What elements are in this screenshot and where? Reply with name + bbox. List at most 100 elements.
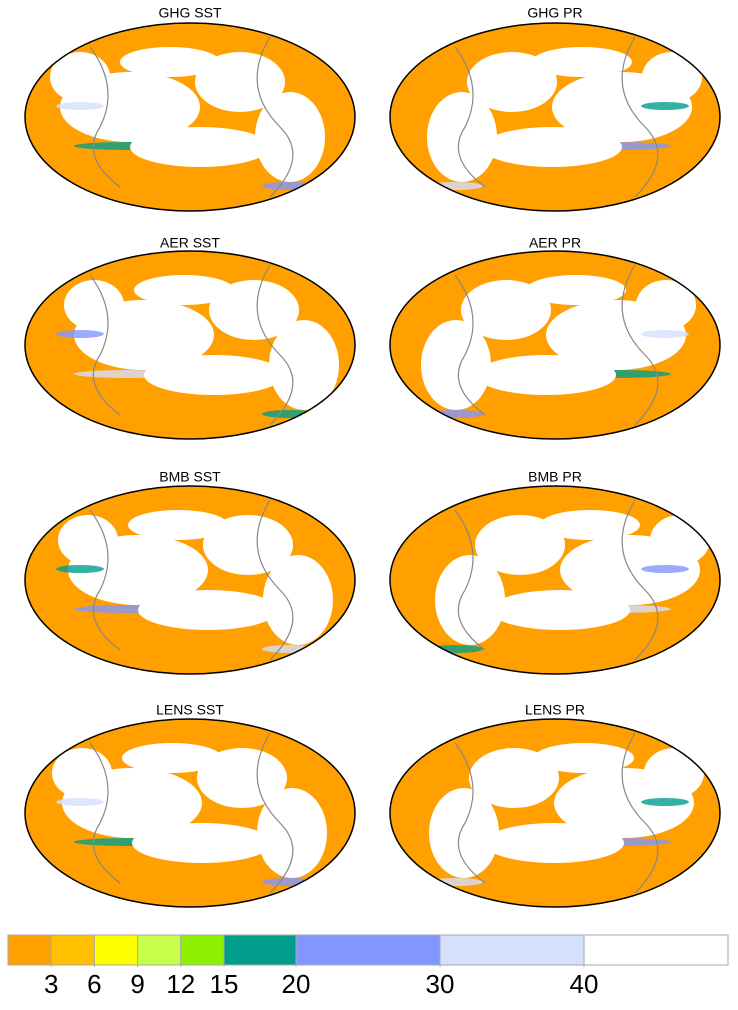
map-field xyxy=(390,23,720,211)
field-blob xyxy=(269,320,339,410)
field-blob xyxy=(475,515,565,575)
map-border xyxy=(24,718,356,908)
coastline xyxy=(89,36,294,198)
field-band xyxy=(56,102,104,110)
coastline xyxy=(454,499,659,661)
colorbar-segment xyxy=(295,934,441,966)
colorbar-segment xyxy=(50,934,95,966)
map-panel: BMB SST xyxy=(24,469,356,675)
coastline xyxy=(89,732,294,894)
field-blob xyxy=(122,743,222,773)
map-field xyxy=(25,719,355,907)
field-blob xyxy=(132,823,272,863)
field-blob xyxy=(195,52,285,112)
colorbar-segment xyxy=(137,934,182,966)
field-blob xyxy=(209,280,299,340)
field-blob xyxy=(52,748,112,798)
map-border xyxy=(389,22,721,212)
panel-title: GHG PR xyxy=(527,5,582,21)
field-blob xyxy=(255,92,325,182)
coastline xyxy=(454,264,659,426)
panel-title: GHG SST xyxy=(158,5,221,21)
field-blob xyxy=(144,355,284,395)
field-blob xyxy=(644,748,704,798)
field-blob xyxy=(482,127,622,167)
field-blob xyxy=(421,320,491,410)
map-panel: AER SST xyxy=(24,235,356,440)
field-blob xyxy=(427,92,497,182)
field-blob xyxy=(526,275,626,305)
field-blob xyxy=(636,280,696,330)
map-panel: BMB PR xyxy=(389,469,721,675)
field-blob xyxy=(50,52,110,102)
map-field xyxy=(390,486,720,674)
field-blob xyxy=(534,743,634,773)
field-band xyxy=(641,565,689,573)
panel-title: LENS SST xyxy=(156,702,224,718)
field-blob xyxy=(650,515,710,565)
field-blob xyxy=(263,555,333,645)
field-blob xyxy=(120,47,220,77)
colorbar-label: 6 xyxy=(87,969,101,999)
map-field xyxy=(25,486,355,674)
map-panel: LENS SST xyxy=(24,702,356,908)
field-blob xyxy=(429,788,499,878)
field-blob xyxy=(642,52,702,102)
coastline xyxy=(89,499,294,661)
field-blob xyxy=(257,788,327,878)
field-blob xyxy=(130,127,270,167)
coastline xyxy=(454,36,659,198)
colorbar-label: 9 xyxy=(130,969,144,999)
panel-title: AER PR xyxy=(529,235,581,251)
field-band xyxy=(641,798,689,806)
field-blob xyxy=(435,555,505,645)
colorbar-label: 40 xyxy=(570,969,599,999)
field-blob xyxy=(138,590,278,630)
field-blob xyxy=(490,590,630,630)
field-band xyxy=(56,798,104,806)
field-blob xyxy=(476,355,616,395)
map-field xyxy=(25,251,355,439)
colorbar-segment xyxy=(93,934,139,966)
map-field xyxy=(390,251,720,439)
coastline xyxy=(89,264,294,426)
map-border xyxy=(24,485,356,675)
map-border xyxy=(389,485,721,675)
field-blob xyxy=(134,275,234,305)
map-border xyxy=(389,250,721,440)
field-blob xyxy=(540,510,640,540)
field-blob xyxy=(58,515,118,565)
field-blob xyxy=(128,510,228,540)
field-blob xyxy=(203,515,293,575)
colorbar-segment xyxy=(439,934,585,966)
colorbar-label: 30 xyxy=(426,969,455,999)
colorbar-segment xyxy=(583,934,729,966)
map-border xyxy=(24,22,356,212)
coastline xyxy=(454,732,659,894)
colorbar-label: 12 xyxy=(166,969,195,999)
field-blob xyxy=(64,280,124,330)
field-band xyxy=(427,410,483,418)
field-blob xyxy=(484,823,624,863)
panel-title: LENS PR xyxy=(525,702,585,718)
map-border xyxy=(24,250,356,440)
field-band xyxy=(56,565,104,573)
field-blob xyxy=(197,748,287,808)
field-band xyxy=(56,330,104,338)
map-panel: GHG SST xyxy=(24,5,356,212)
colorbar-segment xyxy=(180,934,225,966)
map-field xyxy=(25,23,355,211)
colorbar-segment xyxy=(7,934,52,966)
panel-title: BMB SST xyxy=(159,469,221,485)
field-blob xyxy=(467,52,557,112)
field-blob xyxy=(461,280,551,340)
map-border xyxy=(389,718,721,908)
panel-title: BMB PR xyxy=(528,469,582,485)
field-band xyxy=(641,102,689,110)
field-blob xyxy=(532,47,632,77)
map-panel: AER PR xyxy=(389,235,721,440)
field-band xyxy=(427,645,483,653)
colorbar-label: 3 xyxy=(44,969,58,999)
field-blob xyxy=(469,748,559,808)
